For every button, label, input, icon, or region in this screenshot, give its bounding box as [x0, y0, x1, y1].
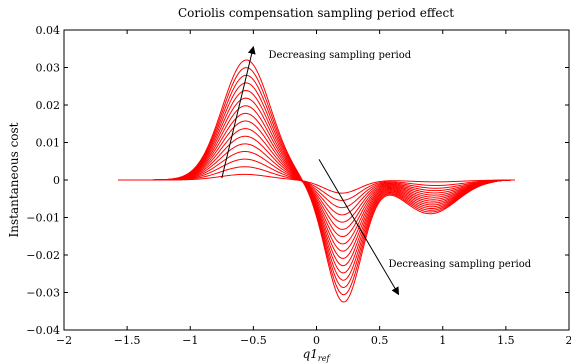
y-tick-label: 0.01: [36, 137, 61, 150]
x-tick-label: −2: [56, 334, 72, 347]
axis-ticks: −2 −1.5 −1 −0.5 0 0.5 1 1.5 2 −0.04 −0.03 −0.02 −0.0…: [26, 24, 571, 347]
cost-curve: [118, 59, 515, 303]
cost-curve: [118, 105, 515, 259]
x-tick-label: 1.5: [497, 334, 515, 347]
y-tick-label: −0.04: [26, 324, 60, 337]
x-tick-label: −1: [182, 334, 198, 347]
y-tick-label: −0.03: [26, 287, 60, 300]
annotation-label: Decreasing sampling period: [388, 259, 531, 270]
cost-curve: [118, 112, 515, 252]
annotations-group: Decreasing sampling period Decreasing sam…: [221, 45, 532, 296]
x-tick-label: 0.5: [371, 334, 389, 347]
y-tick-label: 0: [53, 174, 60, 187]
x-tick-label: −1.5: [114, 334, 141, 347]
x-tick-label: 1: [439, 334, 446, 347]
x-axis-label-main: q1: [303, 347, 318, 361]
y-axis-label: Instantaneous cost: [7, 122, 21, 237]
y-tick-label: 0.03: [36, 62, 61, 75]
annotation-arrow: [221, 45, 256, 179]
y-tick-label: −0.01: [26, 212, 60, 225]
cost-curve: [118, 128, 515, 238]
curves-group: [118, 59, 515, 303]
chart-title: Coriolis compensation sampling period ef…: [178, 6, 454, 20]
x-axis-label: q1ref: [303, 347, 332, 363]
x-tick-label: 2: [566, 334, 571, 347]
x-axis-label-subscript: ref: [318, 354, 332, 363]
annotation-label: Decreasing sampling period: [269, 50, 412, 61]
y-tick-label: 0.04: [36, 24, 61, 37]
annotation-arrow: [318, 159, 400, 296]
x-tick-label: −0.5: [240, 334, 267, 347]
y-tick-label: 0.02: [36, 99, 61, 112]
cost-curve: [118, 120, 515, 245]
x-tick-label: 0: [313, 334, 320, 347]
y-tick-label: −0.02: [26, 249, 60, 262]
